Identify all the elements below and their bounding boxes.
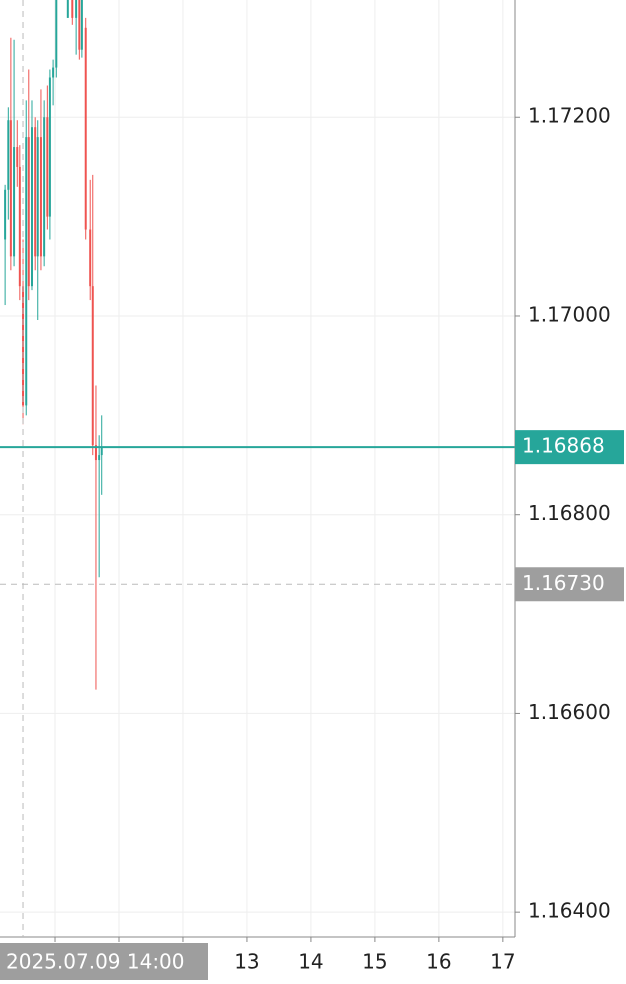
candle-body <box>89 229 92 287</box>
candle-body <box>84 27 87 230</box>
last-price-label: 1.16868 <box>522 434 605 458</box>
x-tick-label: 15 <box>362 950 387 974</box>
candle-body <box>30 127 33 287</box>
candle-body <box>43 117 46 257</box>
x-tick-label: 17 <box>490 950 515 974</box>
candle-body <box>78 0 81 50</box>
grid <box>0 0 515 937</box>
candle-body <box>25 137 28 406</box>
x-tick-label: 16 <box>426 950 451 974</box>
plot-area <box>0 0 515 690</box>
y-tick-label: 1.16600 <box>528 700 611 724</box>
candle-body <box>34 127 37 257</box>
crosshair-x-box <box>0 943 208 980</box>
candle-body <box>39 137 42 257</box>
candle-body <box>75 0 78 18</box>
candle-body <box>27 137 30 287</box>
candle-body <box>55 0 58 68</box>
crosshair-y-box <box>515 567 624 602</box>
last-price-box <box>515 430 624 465</box>
candle-body <box>71 0 74 18</box>
y-tick-label: 1.16400 <box>528 899 611 923</box>
crosshair-y-label: 1.16730 <box>522 571 605 595</box>
y-tick-label: 1.17200 <box>528 104 611 128</box>
candle-body <box>80 0 83 50</box>
candle-body <box>36 137 39 257</box>
candle-body <box>18 166 21 287</box>
candle-body <box>16 147 19 167</box>
candle-body <box>9 120 12 257</box>
crosshair-x-label: 2025.07.09 14:00 <box>6 950 185 974</box>
candle-body <box>48 77 51 217</box>
x-tick-label: 14 <box>298 950 323 974</box>
candle-body <box>100 447 103 456</box>
y-tick-label: 1.16800 <box>528 501 611 525</box>
y-tick-label: 1.17000 <box>528 302 611 326</box>
candle-body <box>94 445 97 461</box>
candle-body <box>7 120 10 190</box>
candle-body <box>4 189 7 240</box>
x-tick-label: 13 <box>234 950 259 974</box>
candle-body <box>66 0 69 18</box>
candle-body <box>98 455 101 461</box>
candle-body <box>13 147 16 257</box>
candle-body <box>52 67 55 78</box>
candle-body <box>91 286 94 446</box>
candle-body <box>46 117 49 217</box>
